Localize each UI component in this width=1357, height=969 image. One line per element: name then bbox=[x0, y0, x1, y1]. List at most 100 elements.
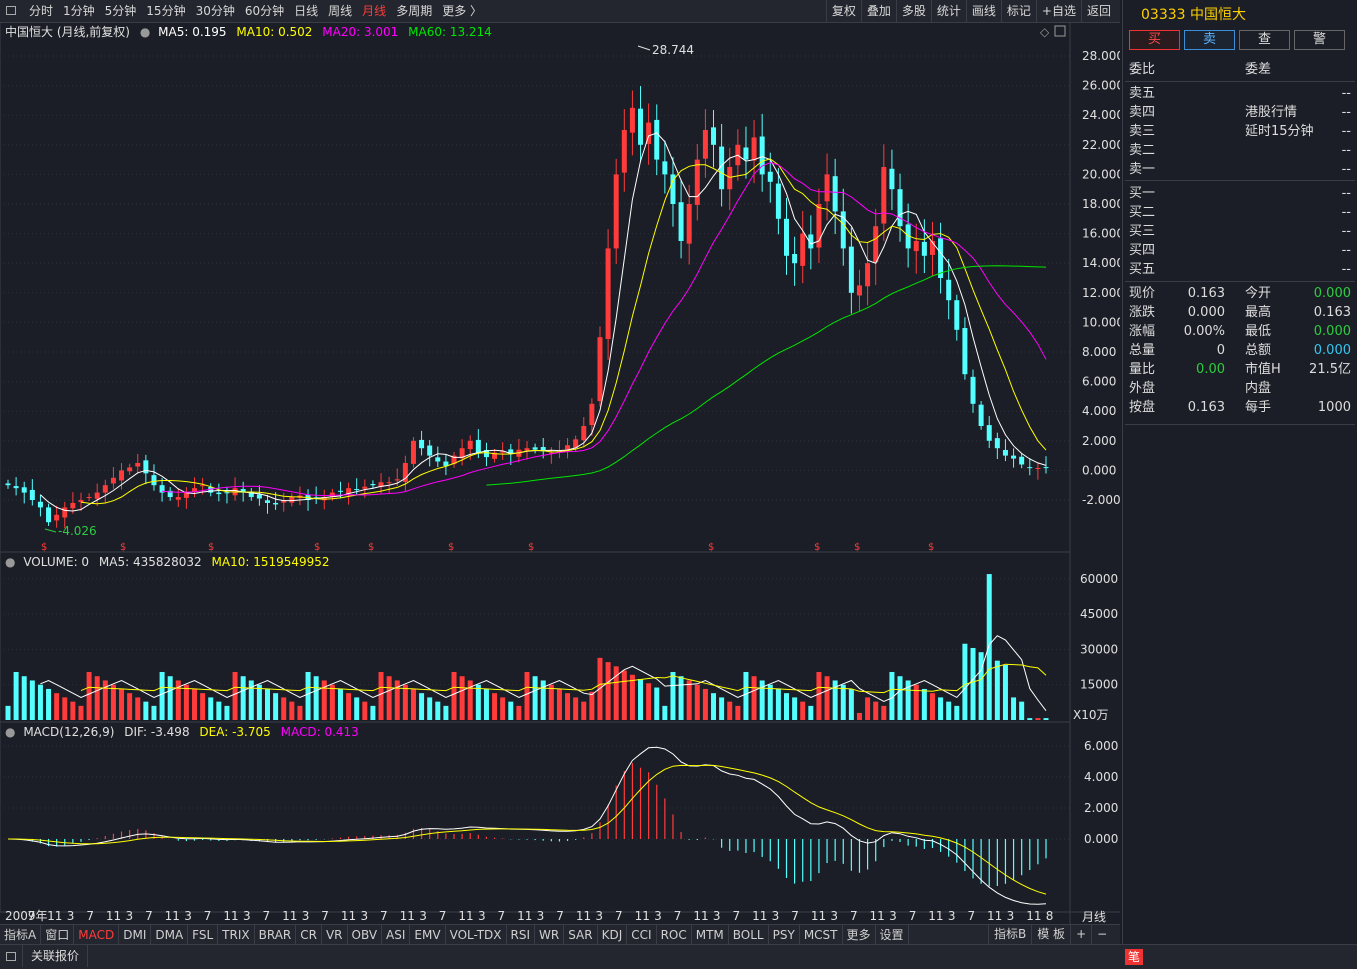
indicator-tab[interactable]: − bbox=[1091, 924, 1112, 944]
volume-bar bbox=[273, 693, 279, 720]
stat-label: 总额 bbox=[1245, 343, 1272, 358]
candle-body bbox=[565, 445, 571, 450]
indicator-tab[interactable]: RSI bbox=[507, 925, 536, 945]
x-tick-label: 11 bbox=[693, 909, 708, 923]
indicator-tab[interactable]: PSY bbox=[769, 925, 800, 945]
x-tick-label: 11 bbox=[870, 909, 885, 923]
period-tab[interactable]: 5分钟 bbox=[104, 4, 137, 18]
toolbar-button[interactable]: 叠加 bbox=[860, 0, 896, 22]
period-tab[interactable]: 更多 〉 bbox=[442, 4, 483, 18]
candle-body bbox=[183, 492, 189, 498]
indicator-tab[interactable]: VR bbox=[322, 925, 348, 945]
indicator-tab[interactable]: 指标B bbox=[988, 924, 1031, 944]
toolbar-button[interactable]: +自选 bbox=[1035, 0, 1081, 22]
x-tick-label: 7 bbox=[28, 909, 36, 923]
volume-bar bbox=[337, 688, 343, 720]
toolbar-button[interactable]: 返回 bbox=[1080, 0, 1116, 22]
toolbar-button[interactable]: 统计 bbox=[930, 0, 966, 22]
level-label: 买四 bbox=[1129, 243, 1156, 258]
indicator-tab[interactable]: MTM bbox=[692, 925, 729, 945]
window-icon[interactable] bbox=[6, 952, 16, 961]
indicator-tab[interactable]: ROC bbox=[657, 925, 692, 945]
indicator-tab[interactable]: OBV bbox=[348, 925, 383, 945]
window-icon[interactable] bbox=[6, 6, 16, 15]
chart-canvas[interactable]: 28.000 26.000 24.000 22.000 20.000 18.000 16.0… bbox=[0, 21, 1124, 924]
ma10-line bbox=[80, 158, 1047, 505]
volume-bar bbox=[946, 701, 952, 720]
tick-badge[interactable]: 笔 bbox=[1124, 949, 1143, 965]
toolbar-button[interactable]: 多股 bbox=[895, 0, 931, 22]
level-label: 买二 bbox=[1129, 205, 1156, 220]
indicator-tab[interactable]: CR bbox=[296, 925, 322, 945]
volume-bar bbox=[848, 688, 854, 720]
indicator-tab[interactable]: DMI bbox=[119, 925, 152, 945]
volume-ma5-line bbox=[40, 635, 1047, 712]
action-buttons: 买 卖 查 警 bbox=[1129, 30, 1345, 50]
indicator-tab[interactable]: ASI bbox=[382, 925, 411, 945]
dividend-marker: $ bbox=[368, 542, 374, 553]
x-tick-label: 3 bbox=[184, 909, 192, 923]
related-quote-tab[interactable]: 关联报价 bbox=[22, 945, 89, 967]
period-tab[interactable]: 1分钟 bbox=[63, 4, 95, 18]
indicator-tab[interactable]: WR bbox=[535, 925, 565, 945]
volume-bar bbox=[37, 684, 43, 720]
toolbar-button[interactable]: 复权 bbox=[825, 0, 861, 22]
candle-body bbox=[37, 501, 43, 508]
indicator-tab[interactable]: 指标A bbox=[0, 925, 42, 945]
panel-toggle-icon[interactable] bbox=[1054, 25, 1066, 37]
candle-body bbox=[346, 488, 352, 494]
indicator-tab[interactable]: MCST bbox=[800, 925, 843, 945]
indicator-tab[interactable]: 更多 bbox=[843, 925, 876, 945]
divider bbox=[1125, 424, 1355, 425]
x-tick-label: 11 bbox=[987, 909, 1002, 923]
toolbar-button[interactable]: 画线 bbox=[965, 0, 1001, 22]
stat-label: 市值H bbox=[1245, 362, 1281, 377]
level-label: 卖三 bbox=[1129, 124, 1156, 139]
period-tab[interactable]: 30分钟 bbox=[195, 4, 235, 18]
indicator-tab[interactable]: EMV bbox=[410, 925, 446, 945]
candle-body bbox=[370, 484, 376, 486]
stat-label: 量比 bbox=[1129, 362, 1156, 377]
indicator-tab[interactable]: + bbox=[1070, 924, 1091, 944]
x-tick-label: 7 bbox=[909, 909, 917, 923]
indicator-tab[interactable]: DMA bbox=[151, 925, 189, 945]
period-tab[interactable]: 日线 bbox=[294, 4, 319, 18]
chart-area[interactable]: 28.000 26.000 24.000 22.000 20.000 18.000 16.0… bbox=[0, 21, 1124, 926]
indicator-tab[interactable]: TRIX bbox=[218, 925, 255, 945]
y-tick-label: 60000 bbox=[1080, 572, 1118, 586]
volume-bar bbox=[500, 697, 506, 720]
order-level-row: 卖五 -- bbox=[1129, 84, 1351, 103]
diamond-icon[interactable]: ◇ bbox=[1040, 25, 1050, 39]
indicator-tab[interactable]: KDJ bbox=[598, 925, 628, 945]
period-tab[interactable]: 15分钟 bbox=[146, 4, 186, 18]
indicator-tab[interactable]: VOL-TDX bbox=[446, 925, 507, 945]
volume-bar bbox=[159, 671, 165, 720]
volume-bar bbox=[516, 705, 522, 720]
indicator-tab[interactable]: SAR bbox=[564, 925, 598, 945]
period-tab[interactable]: 60分钟 bbox=[244, 4, 285, 18]
indicator-tab[interactable]: MACD bbox=[74, 925, 120, 945]
stat-value: 0 bbox=[1216, 343, 1225, 358]
volume-bar bbox=[954, 705, 960, 720]
indicator-tab[interactable]: 设置 bbox=[876, 925, 909, 945]
indicator-tab[interactable]: BRAR bbox=[255, 925, 297, 945]
candle-body bbox=[678, 202, 684, 241]
indicator-tab[interactable]: 窗口 bbox=[41, 925, 75, 945]
x-tick-label: 7 bbox=[615, 909, 623, 923]
query-button[interactable]: 查 bbox=[1239, 30, 1290, 50]
indicator-tab[interactable]: FSL bbox=[188, 925, 219, 945]
period-tab[interactable]: 周线 bbox=[328, 4, 353, 18]
indicator-tab[interactable]: 模 板 bbox=[1031, 924, 1070, 944]
period-tab[interactable]: 月线 bbox=[362, 4, 387, 18]
indicator-tab[interactable]: CCI bbox=[627, 925, 657, 945]
level-value: -- bbox=[1341, 262, 1351, 277]
period-tab[interactable]: 多周期 bbox=[396, 4, 433, 18]
toolbar-button[interactable]: 标记 bbox=[1000, 0, 1036, 22]
indicator-tab[interactable]: BOLL bbox=[729, 925, 769, 945]
alert-button[interactable]: 警 bbox=[1294, 30, 1345, 50]
buy-button[interactable]: 买 bbox=[1129, 30, 1180, 50]
sell-button[interactable]: 卖 bbox=[1184, 30, 1235, 50]
candle-body bbox=[208, 486, 214, 493]
volume-bar bbox=[86, 671, 92, 720]
period-tab[interactable]: 分时 bbox=[29, 4, 54, 18]
